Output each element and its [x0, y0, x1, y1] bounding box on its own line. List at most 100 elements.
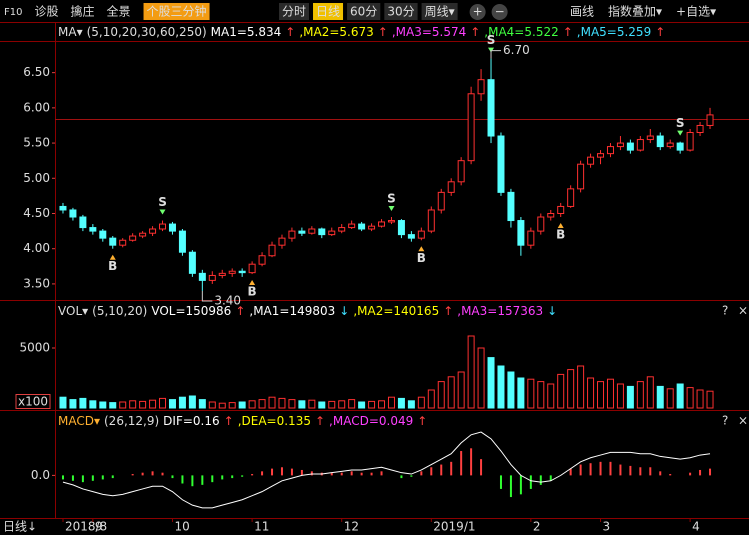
volume-bar	[129, 400, 137, 409]
legend-item: ,MA1=149803	[249, 304, 335, 318]
legend-item: (26,12,9)	[104, 414, 159, 428]
y-tick-label: 5.50	[23, 136, 50, 150]
legend-item: ,MA3=5.574	[392, 25, 466, 39]
period-tab[interactable]: 周线▾	[425, 5, 455, 19]
volume-bar	[188, 395, 196, 409]
volume-bar	[99, 401, 107, 409]
volume-bar	[278, 397, 286, 409]
toolbar-item[interactable]: +自选▾	[676, 5, 716, 19]
toolbar-item[interactable]: 诊股	[34, 5, 58, 19]
period-tab-bg[interactable]	[279, 3, 310, 20]
toolbar-item[interactable]: 全景	[107, 4, 131, 19]
signal-label: S	[676, 116, 685, 130]
candle-body	[218, 272, 226, 276]
candle-body	[228, 270, 236, 274]
volume-bar	[248, 400, 256, 409]
y-tick-label: 5.00	[23, 171, 50, 185]
volume-bar	[686, 387, 694, 409]
volume-bar	[537, 381, 545, 409]
volume-bar	[288, 399, 296, 409]
volume-bar	[497, 365, 505, 409]
x-tick-label: 4	[692, 520, 700, 534]
toolbar-button-bg[interactable]	[469, 4, 486, 20]
toolbar-button[interactable]: −	[495, 5, 505, 19]
signal-arrow	[388, 206, 395, 212]
indicator-legend: MA▾ (5,10,20,30,60,250) MA1=5.834 ↑ ,MA2=5.6…	[58, 25, 665, 39]
candle-body	[417, 230, 425, 239]
period-label: 日线↓	[3, 520, 37, 534]
volume-bar	[358, 401, 366, 409]
panel-button[interactable]: ×	[738, 414, 748, 428]
legend-item: (5,10,20,30,60,250)	[87, 25, 207, 39]
legend-item: ↑	[470, 25, 480, 39]
candle-body	[288, 230, 296, 239]
toolbar-item[interactable]: F10	[4, 7, 22, 18]
period-tab[interactable]: 日线	[316, 5, 340, 19]
indicator-legend: VOL▾ (5,10,20) VOL=150986 ↑ ,MA1=149803 ↓ ,MA2…	[58, 304, 557, 318]
legend-item: (5,10,20)	[92, 304, 147, 318]
volume-bar	[467, 335, 475, 409]
signal-arrow	[109, 254, 116, 260]
panel-button[interactable]: ?	[722, 414, 728, 428]
candle-body	[437, 191, 445, 211]
candle-body	[497, 135, 505, 193]
volume-bar	[597, 381, 605, 409]
volume-bar	[437, 381, 445, 409]
x-tick-label: 12	[344, 520, 359, 534]
unit-label: x100	[18, 395, 48, 409]
panel-button[interactable]: ?	[722, 304, 728, 318]
toolbar-item[interactable]: 擒庄	[71, 4, 95, 19]
period-tab-bg[interactable]	[384, 3, 418, 20]
candle-body	[527, 230, 535, 246]
legend-item: DIF=0.16	[163, 414, 219, 428]
y-tick-label: 4.00	[23, 241, 50, 255]
toolbar-item[interactable]: 画线	[570, 5, 594, 19]
toolbar-highlight[interactable]: 个股三分钟	[147, 4, 207, 19]
period-tab-bg[interactable]	[313, 3, 344, 20]
volume-bar	[59, 396, 67, 409]
period-tab[interactable]: 分时	[282, 5, 306, 19]
y-tick-label: 6.50	[23, 65, 50, 79]
panel-button[interactable]: ×	[738, 304, 748, 318]
legend-item: ,MA4=5.522	[484, 25, 558, 39]
volume-bar	[159, 397, 167, 409]
y-tick-label: 4.50	[23, 206, 50, 220]
candle-body	[467, 93, 475, 162]
period-tab[interactable]: 60分	[350, 5, 377, 19]
candle-body	[318, 228, 326, 236]
period-tab-bg[interactable]	[347, 3, 381, 20]
volume-bar	[477, 347, 485, 409]
legend-item: ,MA3=157363	[457, 304, 543, 318]
legend-item: ,MA2=140165	[353, 304, 439, 318]
candle-body	[119, 239, 127, 246]
period-tab-bg[interactable]	[421, 3, 458, 20]
candle-body	[447, 181, 455, 193]
candle-body	[666, 142, 674, 148]
signal-label: B	[417, 251, 426, 265]
legend-item: ↑	[443, 304, 453, 318]
candle-body	[427, 209, 435, 232]
candle-body	[457, 160, 465, 183]
candle-body	[159, 223, 167, 230]
period-tab[interactable]: 30分	[387, 5, 414, 19]
toolbar-button-bg[interactable]	[491, 4, 508, 20]
x-tick-label: 2018/8	[65, 520, 107, 534]
candle-body	[626, 142, 634, 151]
candle-body	[109, 237, 117, 246]
toolbar-item[interactable]: 指数叠加▾	[608, 4, 662, 19]
legend-item: ↑	[655, 25, 665, 39]
volume-bar	[208, 401, 216, 409]
toolbar-button[interactable]: +	[473, 5, 483, 19]
volume-bar	[646, 376, 654, 409]
legend-item: ↑	[285, 25, 295, 39]
candle-body	[188, 251, 196, 274]
macd-line	[62, 431, 711, 509]
candle-body	[567, 188, 575, 207]
annotation: 3.40	[214, 293, 241, 307]
volume-bar	[417, 396, 425, 409]
legend-item: ↑	[378, 25, 388, 39]
legend-item: ,MACD=0.049	[329, 414, 413, 428]
x-tick-label: 9	[95, 520, 103, 534]
highlight-box[interactable]	[143, 3, 210, 20]
